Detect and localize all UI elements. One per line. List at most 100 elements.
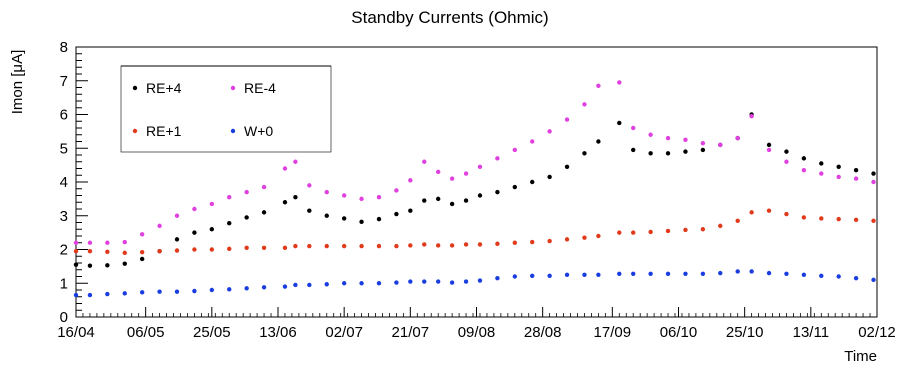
data-point	[749, 210, 754, 215]
data-point	[449, 280, 455, 285]
data-point	[359, 219, 364, 225]
data-point	[766, 142, 772, 148]
data-point	[463, 171, 469, 176]
data-point	[435, 279, 441, 284]
data-point	[784, 271, 789, 276]
data-point	[530, 239, 535, 245]
data-point	[512, 184, 518, 190]
data-point	[871, 179, 876, 185]
data-point	[801, 215, 807, 220]
legend-box	[120, 65, 332, 153]
data-point	[376, 281, 382, 286]
data-point	[871, 218, 876, 224]
x-tick-label: 02/07	[325, 324, 363, 341]
data-point	[139, 256, 145, 262]
data-point	[408, 208, 413, 213]
data-point	[648, 132, 653, 137]
data-point	[282, 245, 288, 251]
data-point	[122, 261, 127, 266]
data-point	[665, 271, 671, 276]
y-tick-label: 5	[60, 140, 68, 157]
legend-label-re-plus-4: RE+4	[146, 80, 182, 96]
data-point	[836, 164, 841, 170]
data-point	[530, 179, 535, 185]
data-point	[139, 250, 145, 255]
legend: RE+4 RE-4 RE+1 W+0	[120, 65, 332, 153]
data-point	[376, 194, 382, 200]
data-point	[735, 218, 740, 224]
data-point	[683, 271, 688, 276]
chart-title: Standby Currents (Ohmic)	[351, 8, 548, 27]
data-point	[324, 189, 329, 195]
data-point	[547, 238, 552, 244]
data-point	[801, 167, 807, 173]
x-tick-label: 21/07	[392, 324, 430, 341]
data-point	[683, 137, 688, 143]
data-point	[836, 274, 841, 279]
legend-label-re-plus-1: RE+1	[146, 123, 182, 139]
data-point	[530, 273, 535, 279]
data-point	[853, 176, 859, 181]
data-point	[477, 193, 483, 198]
data-point	[394, 211, 399, 217]
data-point	[853, 217, 859, 222]
data-point	[122, 239, 127, 245]
data-point	[244, 215, 249, 220]
data-point	[209, 247, 215, 252]
data-point	[766, 270, 772, 276]
data-point	[512, 240, 518, 245]
data-point	[324, 243, 329, 249]
data-point	[408, 279, 413, 284]
data-point	[700, 147, 706, 153]
data-point	[408, 243, 413, 248]
data-point	[394, 188, 399, 193]
data-point	[122, 250, 127, 256]
data-point	[282, 200, 288, 205]
data-point	[227, 287, 232, 292]
data-point	[73, 248, 79, 254]
data-point	[449, 243, 455, 248]
data-point	[174, 213, 180, 218]
y-tick-label: 7	[60, 73, 68, 90]
data-point	[359, 281, 364, 286]
data-point	[87, 240, 93, 245]
y-tick-label: 2	[60, 242, 68, 259]
data-point	[359, 196, 364, 202]
data-point	[582, 151, 587, 156]
data-point	[596, 272, 601, 278]
data-point	[244, 245, 249, 251]
data-point	[631, 147, 636, 153]
data-point	[157, 289, 162, 294]
data-point	[665, 135, 671, 141]
data-point	[617, 80, 622, 85]
data-point	[261, 285, 267, 290]
legend-label-w-0: W+0	[244, 123, 273, 139]
data-point	[631, 125, 636, 131]
data-point	[307, 183, 312, 188]
data-point	[853, 167, 859, 173]
data-point	[227, 194, 232, 200]
data-point	[282, 166, 288, 171]
data-point	[871, 277, 876, 283]
data-point	[87, 248, 93, 254]
data-point	[582, 102, 587, 107]
data-point	[422, 159, 427, 164]
data-point	[700, 271, 706, 276]
data-point	[73, 240, 79, 245]
data-point	[735, 269, 740, 274]
x-tick-label: 02/12	[858, 324, 896, 341]
data-point	[463, 198, 469, 203]
x-tick-label: 17/09	[594, 324, 632, 341]
data-point	[766, 147, 772, 153]
data-point	[449, 201, 455, 207]
data-point	[105, 291, 110, 297]
data-point	[87, 263, 93, 268]
legend-marker-re-plus-4	[132, 85, 138, 91]
data-point	[617, 271, 622, 276]
data-point	[477, 164, 483, 170]
data-point	[105, 263, 110, 268]
data-point	[73, 292, 79, 298]
data-point	[564, 237, 570, 242]
y-tick-label: 8	[60, 39, 68, 56]
